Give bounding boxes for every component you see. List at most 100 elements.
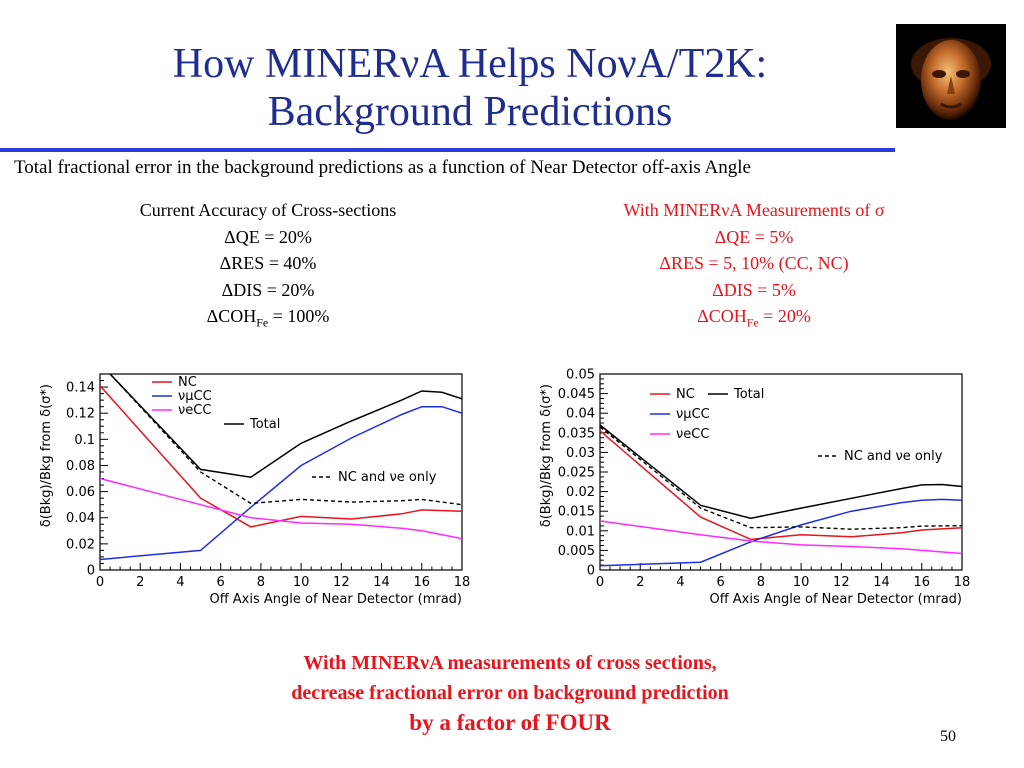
conclusion-text: With MINERνA measurements of cross secti…	[200, 648, 820, 738]
current-coh-sub: Fe	[256, 315, 269, 330]
x-tick-label: 14	[373, 575, 390, 590]
series-line-3	[109, 374, 462, 478]
conclusion-line-3: by a factor of FOUR	[409, 710, 611, 735]
legend-entry: NC	[650, 387, 695, 402]
x-tick-label: 18	[954, 575, 971, 590]
legend-entry: Total	[224, 417, 280, 432]
series-line-1	[600, 498, 962, 567]
y-tick-label: 0.12	[66, 407, 95, 422]
x-tick-label: 2	[636, 575, 644, 590]
legend-entry: NC and νe only	[818, 449, 943, 464]
conclusion-line-1: With MINERνA measurements of cross secti…	[303, 652, 717, 674]
series-line-2	[600, 520, 962, 555]
series-line-0	[100, 385, 462, 528]
series-line-4	[600, 426, 962, 530]
current-coh-prefix: ΔCOH	[206, 306, 257, 326]
y-tick-label: 0.005	[558, 544, 595, 559]
minerva-coh: ΔCOHFe = 20%	[544, 303, 964, 336]
legend-entry: NC	[152, 375, 197, 390]
x-tick-label: 6	[717, 575, 725, 590]
minerva-coh-suffix: = 20%	[758, 306, 811, 326]
conclusion-line-2: decrease fractional error on background …	[291, 682, 729, 704]
legend-entry: NC and νe only	[312, 470, 437, 485]
y-tick-label: 0.02	[66, 537, 95, 552]
legend-label: νμCC	[676, 407, 710, 422]
legend-label: νμCC	[178, 389, 212, 404]
legend-label: NC and νe only	[844, 449, 943, 464]
x-tick-label: 18	[454, 575, 471, 590]
current-accuracy-column: Current Accuracy of Cross-sections ΔQE =…	[58, 197, 478, 336]
chart-1-svg: 0 2 4 6 8 10 12 14 16 18 0 0.005 0.01 0.015 0.02 0.025 0…	[539, 368, 971, 608]
legend-label: Total	[733, 387, 764, 402]
page-number: 50	[940, 728, 956, 745]
y-axis-label: δ(Bkg)/Bkg from δ(σ*)	[39, 384, 54, 527]
y-tick-label: 0.03	[566, 446, 595, 461]
y-tick-label: 0.015	[558, 505, 595, 520]
minerva-res: ΔRES = 5, 10% (CC, NC)	[659, 253, 849, 273]
current-accuracy-heading: Current Accuracy of Cross-sections	[139, 200, 397, 220]
x-tick-label: 16	[414, 575, 431, 590]
title-line-2: Background Predictions	[267, 89, 673, 135]
current-coh: ΔCOHFe = 100%	[58, 303, 478, 336]
chart-0-svg: 0 2 4 6 8 10 12 14 16 18 0 0.02 0.04 0.06 0.08 0.1 0.12 0…	[39, 373, 471, 607]
minerva-coh-prefix: ΔCOH	[697, 306, 747, 326]
y-tick-label: 0	[587, 564, 595, 579]
y-tick-label: 0.01	[566, 524, 595, 539]
y-tick-label: 0.05	[566, 368, 595, 383]
x-tick-label: 10	[293, 575, 310, 590]
x-tick-label: 8	[757, 575, 765, 590]
legend-entry: νeCC	[152, 403, 211, 418]
current-qe: ΔQE = 20%	[224, 226, 312, 247]
slide-title: How MINERνA Helps NoνA/T2K: Background P…	[40, 40, 900, 136]
legend-label: Total	[249, 417, 280, 432]
series-line-2	[100, 477, 462, 540]
y-tick-label: 0.06	[66, 485, 95, 500]
x-tick-label: 10	[793, 575, 810, 590]
current-dis: ΔDIS = 20%	[221, 279, 315, 300]
legend-label: νeCC	[676, 427, 709, 442]
y-tick-label: 0.14	[66, 381, 95, 396]
x-tick-label: 0	[596, 575, 604, 590]
legend-entry: νμCC	[152, 389, 212, 404]
y-tick-label: 0.045	[558, 387, 595, 402]
y-axis-label: δ(Bkg)/Bkg from δ(σ*)	[539, 384, 554, 527]
bronze-mask-portrait-icon	[896, 24, 1006, 128]
x-tick-label: 16	[914, 575, 931, 590]
minerva-accuracy-column: With MINERνA Measurements of σ ΔQE = 5% …	[544, 197, 964, 336]
y-tick-label: 0.035	[558, 426, 595, 441]
x-tick-label: 12	[833, 575, 850, 590]
x-tick-label: 6	[217, 575, 225, 590]
x-axis-label: Off Axis Angle of Near Detector (mrad)	[209, 592, 462, 607]
minerva-error-chart: 0 2 4 6 8 10 12 14 16 18 0 0.005 0.01 0.015 0.02 0.025 0…	[530, 362, 980, 612]
y-tick-label: 0.04	[66, 511, 95, 526]
legend-label: NC and νe only	[338, 470, 437, 485]
title-divider	[0, 148, 895, 152]
current-error-chart: 0 2 4 6 8 10 12 14 16 18 0 0.02 0.04 0.06 0.08 0.1 0.12 0…	[30, 362, 480, 612]
x-tick-label: 0	[96, 575, 104, 590]
x-tick-label: 4	[176, 575, 184, 590]
x-tick-label: 12	[333, 575, 350, 590]
minerva-accuracy-heading: With MINERνA Measurements of σ	[623, 200, 885, 220]
current-coh-suffix: = 100%	[268, 306, 330, 326]
series-line-3	[600, 424, 962, 520]
legend-entry: Total	[708, 387, 764, 402]
y-tick-label: 0.02	[566, 485, 595, 500]
minerva-coh-sub: Fe	[746, 315, 759, 330]
y-tick-label: 0.04	[566, 407, 595, 422]
plot-frame	[599, 373, 963, 571]
x-tick-label: 14	[873, 575, 890, 590]
x-tick-label: 4	[676, 575, 684, 590]
y-tick-label: 0	[87, 564, 95, 579]
legend-entry: νμCC	[650, 407, 710, 422]
y-tick-label: 0.1	[74, 433, 95, 448]
minerva-qe: ΔQE = 5%	[714, 226, 794, 247]
legend-label: NC	[676, 387, 695, 402]
x-axis-label: Off Axis Angle of Near Detector (mrad)	[709, 592, 962, 607]
legend-label: NC	[178, 375, 197, 390]
legend-entry: νeCC	[650, 427, 709, 442]
current-res: ΔRES = 40%	[219, 253, 317, 273]
x-tick-label: 8	[257, 575, 265, 590]
legend-label: νeCC	[178, 403, 211, 418]
minerva-dis: ΔDIS = 5%	[712, 279, 796, 300]
x-tick-label: 2	[136, 575, 144, 590]
